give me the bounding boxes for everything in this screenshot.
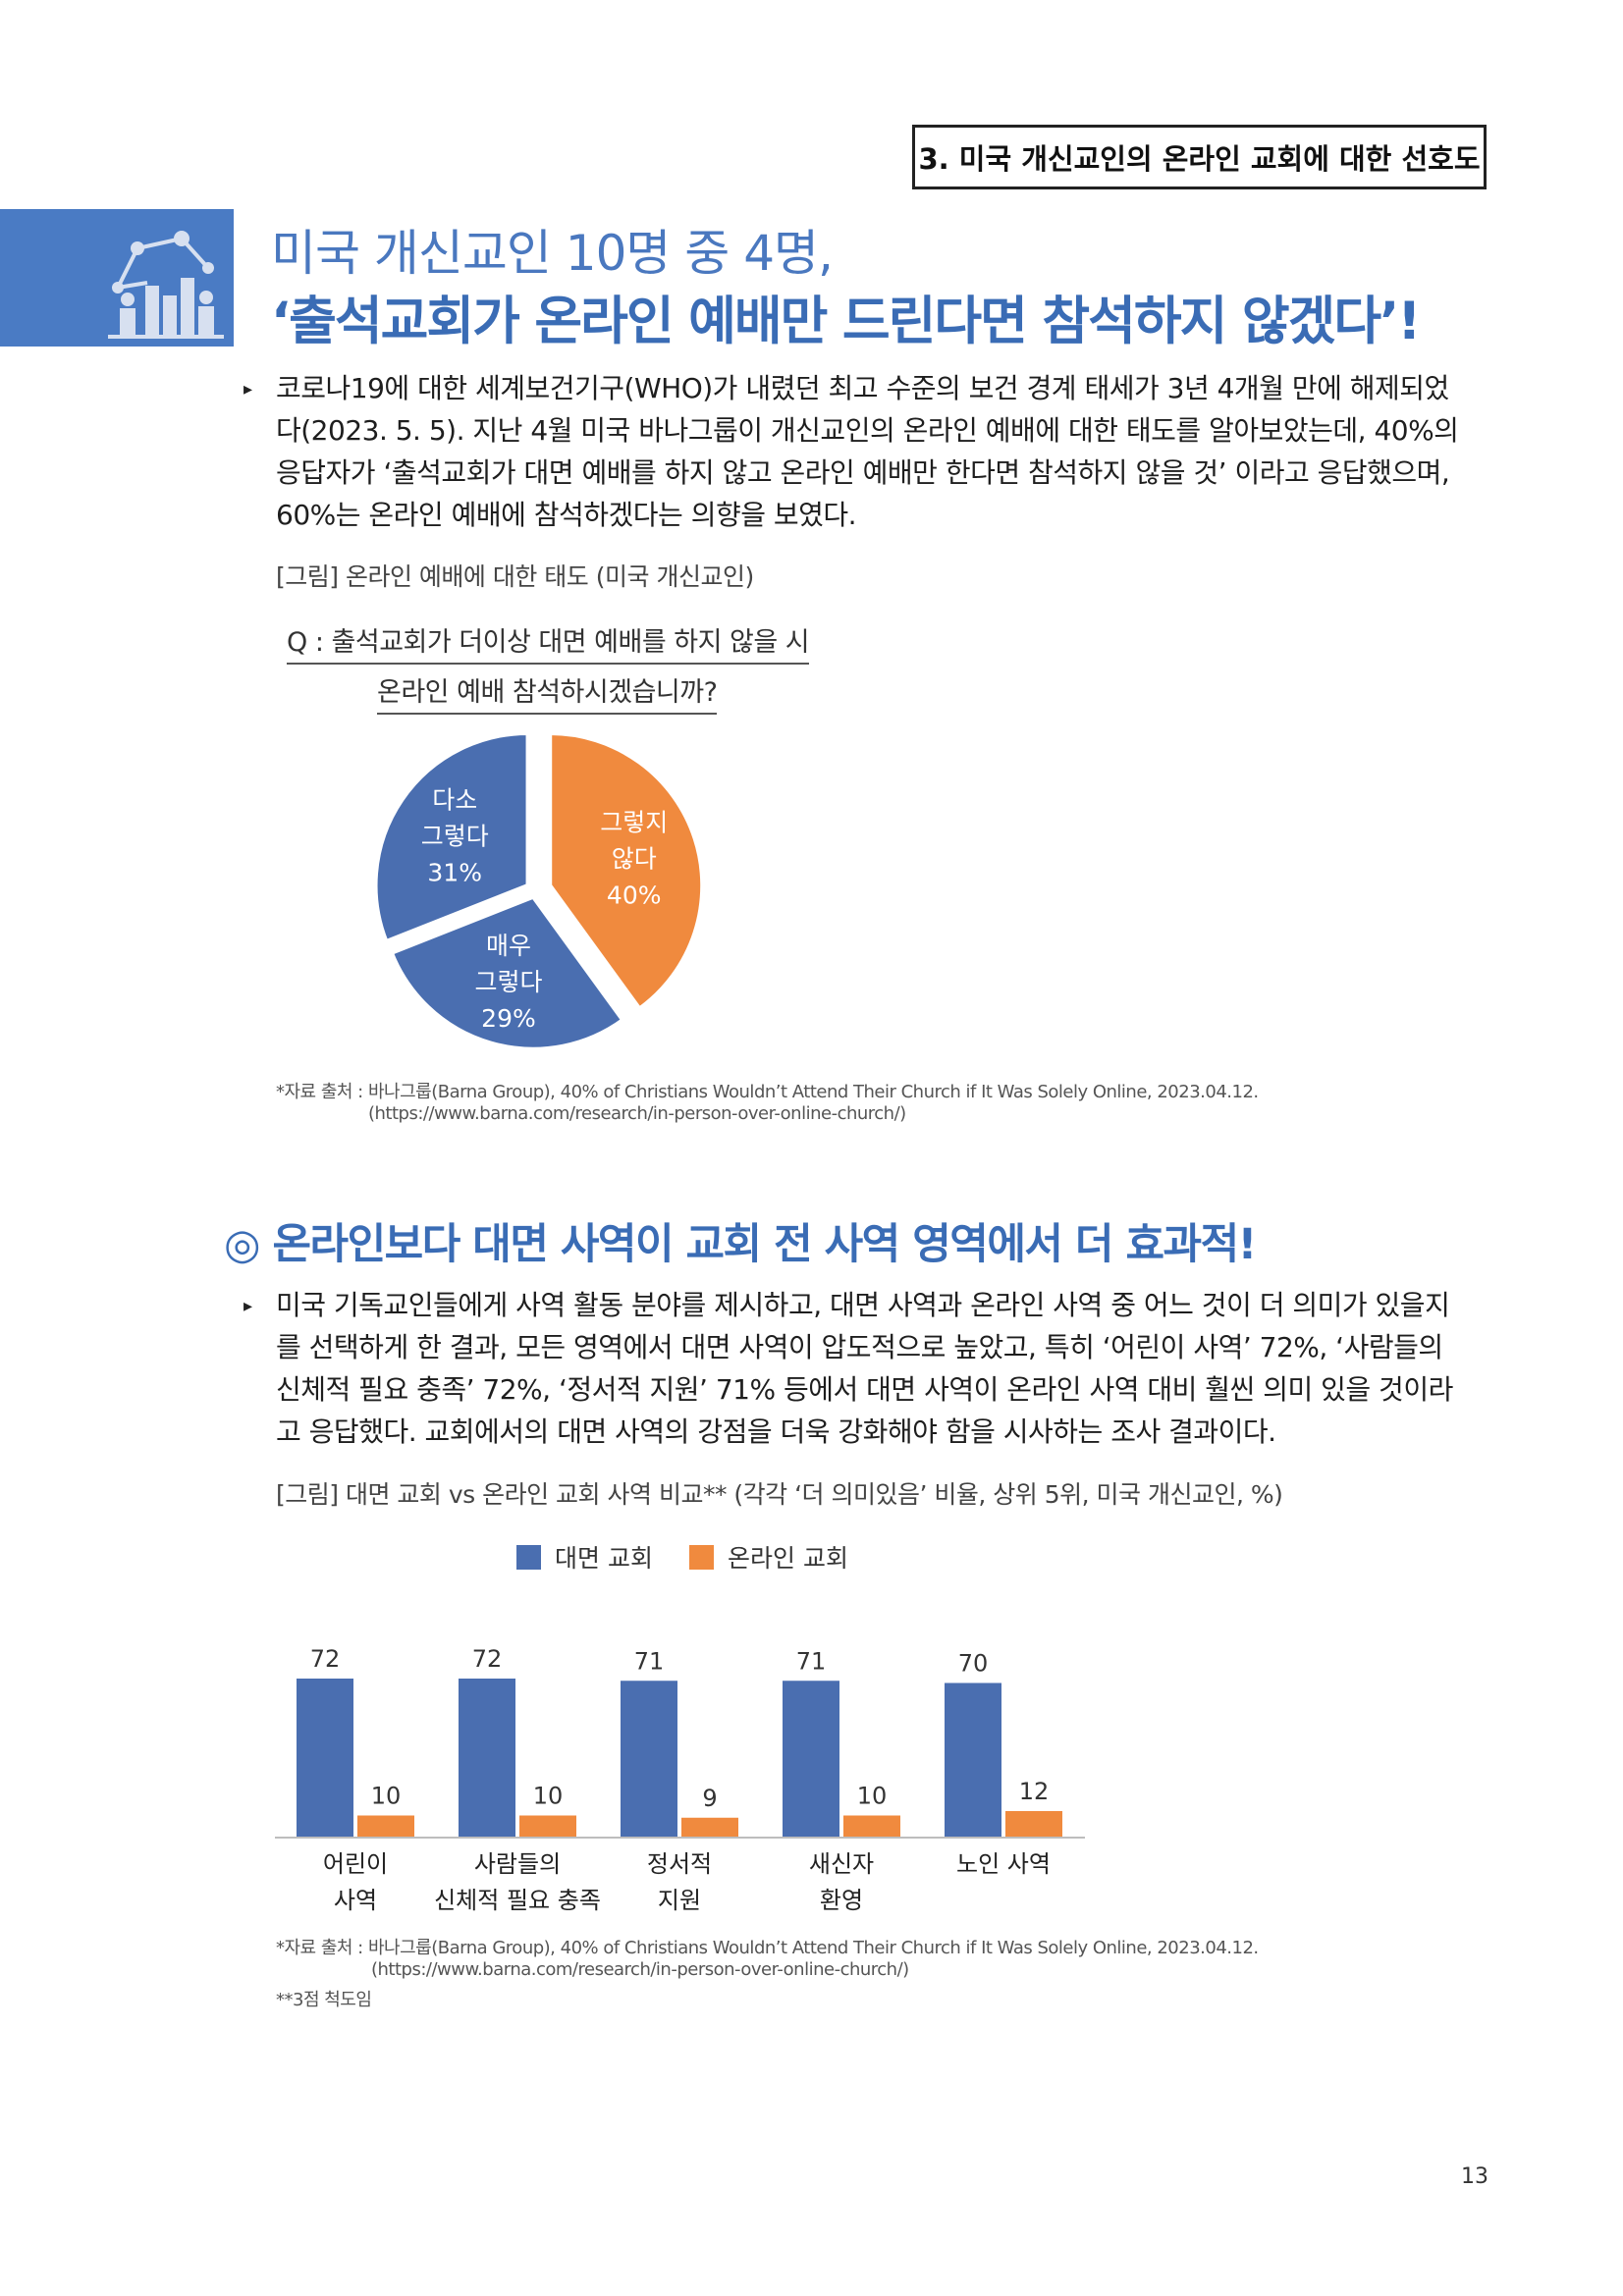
legend-swatch	[516, 1544, 541, 1570]
pie-slice-label: 그렇지	[600, 808, 668, 836]
category-label: 신체적 필요 충족	[434, 1887, 601, 1914]
bar-value-label: 10	[857, 1783, 888, 1810]
category-label: 사람들의	[474, 1850, 561, 1878]
pie-slice	[373, 730, 530, 944]
category-label: 지원	[658, 1887, 701, 1914]
figure-2-caption: [그림] 대면 교회 vs 온라인 교회 사역 비교** (각각 ‘더 의미있음…	[276, 1480, 1283, 1509]
source-2-line2: (https://www.barna.com/research/in-perso…	[371, 1959, 909, 1980]
bar-value-label: 71	[796, 1647, 827, 1675]
legend-label: 대면 교회	[555, 1544, 653, 1573]
paragraph-line: 를 선택하게 한 결과, 모든 영역에서 대면 사역이 압도적으로 높았고, 특…	[276, 1331, 1443, 1363]
bar	[783, 1681, 839, 1838]
bar-value-label: 71	[634, 1647, 665, 1675]
chart-people-icon	[108, 231, 224, 339]
paragraph-1: 코로나19에 대한 세계보건기구(WHO)가 내렸던 최고 수준의 보건 경계 …	[276, 367, 1493, 536]
bullet-icon: ▸	[243, 379, 253, 400]
bar-value-label: 72	[472, 1645, 503, 1673]
page-title-line2: ‘출석교회가 온라인 예배만 드린다면 참석하지 않겠다’!	[271, 292, 1421, 351]
source-1-line1: *자료 출처 : 바나그룹(Barna Group), 40% of Chris…	[276, 1082, 1259, 1102]
source-2-note: **3점 척도임	[276, 1990, 372, 2010]
paragraph-line: 미국 기독교인들에게 사역 활동 분야를 제시하고, 대면 사역과 온라인 사역…	[276, 1289, 1450, 1321]
pie-slice-label: 다소	[432, 785, 477, 814]
bar	[621, 1681, 677, 1838]
section-label: 3. 미국 개신교인의 온라인 교회에 대한 선호도	[912, 125, 1487, 189]
legend-swatch	[689, 1544, 714, 1570]
category-label: 노인 사역	[956, 1850, 1051, 1878]
page-number: 13	[1461, 2164, 1488, 2189]
source-2-line1: *자료 출처 : 바나그룹(Barna Group), 40% of Chris…	[276, 1938, 1259, 1958]
paragraph-line: 다(2023. 5. 5). 지난 4월 미국 바나그룹이 개신교인의 온라인 …	[276, 414, 1459, 447]
paragraph-2: 미국 기독교인들에게 사역 활동 분야를 제시하고, 대면 사역과 온라인 사역…	[276, 1284, 1493, 1453]
paragraph-line: 코로나19에 대한 세계보건기구(WHO)가 내렸던 최고 수준의 보건 경계 …	[276, 372, 1449, 404]
pie-slice-label: 그렇다	[421, 822, 489, 850]
bar	[681, 1817, 738, 1838]
category-label: 사역	[334, 1887, 377, 1914]
bar-value-label: 12	[1019, 1778, 1050, 1805]
bar	[1005, 1811, 1062, 1838]
pie-slice	[548, 731, 705, 1012]
bar-value-label: 10	[533, 1783, 564, 1810]
bar	[357, 1815, 414, 1838]
bar-value-label: 70	[958, 1650, 989, 1678]
pie-slice-value: 29%	[481, 1004, 536, 1033]
bar	[459, 1679, 515, 1838]
category-label: 어린이	[323, 1850, 388, 1878]
section-2-heading: ◎ 온라인보다 대면 사역이 교회 전 사역 영역에서 더 효과적!	[224, 1220, 1257, 1269]
figure-1-question-line2: 온라인 예배 참석하시겠습니까?	[377, 670, 718, 715]
legend-item-online: 온라인 교회	[689, 1539, 848, 1575]
bar-value-label: 72	[310, 1645, 341, 1673]
bar	[843, 1815, 900, 1838]
figure-1-caption: [그림] 온라인 예배에 대한 태도 (미국 개신교인)	[276, 562, 754, 591]
paragraph-line: 응답자가 ‘출석교회가 대면 예배를 하지 않고 온라인 예배만 한다면 참석하…	[276, 456, 1450, 489]
pie-slice-label: 그렇다	[474, 968, 542, 996]
legend-label: 온라인 교회	[728, 1544, 848, 1573]
pie-slice-value: 40%	[607, 881, 662, 909]
bar	[945, 1682, 1001, 1838]
paragraph-line: 60%는 온라인 예배에 참석하겠다는 의향을 보였다.	[276, 499, 857, 531]
source-1-line2: (https://www.barna.com/research/in-perso…	[368, 1103, 906, 1124]
category-label: 새신자	[809, 1850, 874, 1878]
page-title-line1: 미국 개신교인 10명 중 4명,	[271, 225, 834, 282]
pie-slice-label: 매우	[486, 932, 531, 960]
figure-1-question-line1: Q : 출석교회가 더이상 대면 예배를 하지 않을 시	[287, 620, 810, 665]
pie-slice-label: 않다	[612, 844, 657, 873]
category-label: 정서적	[647, 1850, 712, 1878]
category-label: 환영	[820, 1887, 863, 1914]
legend-item-in-person: 대면 교회	[516, 1539, 653, 1575]
paragraph-line: 고 응답했다. 교회에서의 대면 사역의 강점을 더욱 강화해야 함을 시사하는…	[276, 1415, 1276, 1448]
pie-slice-value: 31%	[427, 858, 482, 886]
pie-slice	[389, 894, 625, 1051]
paragraph-line: 신체적 필요 충족’ 72%, ‘정서적 지원’ 71% 등에서 대면 사역이 …	[276, 1373, 1453, 1406]
title-banner-block	[0, 209, 234, 347]
bar-value-label: 9	[702, 1785, 717, 1812]
bar	[297, 1679, 353, 1838]
bar	[519, 1815, 576, 1838]
bullet-icon: ▸	[243, 1296, 253, 1316]
bar-value-label: 10	[371, 1783, 402, 1810]
